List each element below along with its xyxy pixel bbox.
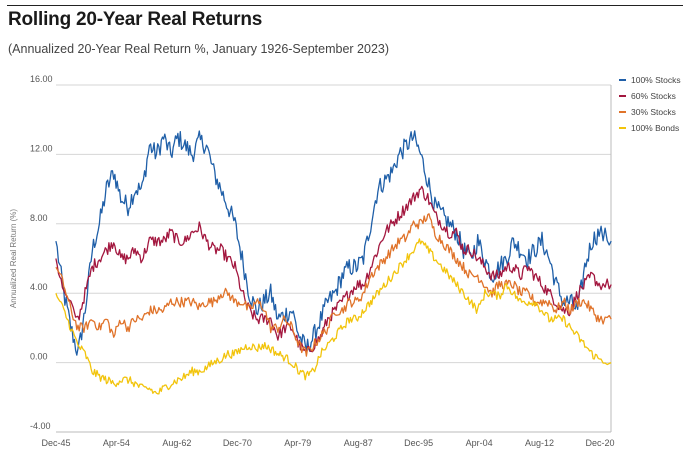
y-tick-label: 16.00	[30, 74, 53, 84]
title-rule	[7, 5, 683, 6]
legend-label: 60% Stocks	[631, 91, 676, 101]
x-tick-label: Dec-20	[585, 438, 614, 448]
legend-label: 30% Stocks	[631, 107, 676, 117]
series-line-30-stocks	[55, 213, 612, 357]
series-line-100-bonds	[55, 238, 612, 395]
y-tick-label: 8.00	[30, 213, 48, 223]
x-tick-label: Dec-70	[223, 438, 252, 448]
y-axis-title: Annualized Real Return (%)	[9, 209, 18, 308]
y-tick-label: -4.00	[30, 421, 51, 431]
x-tick-label: Dec-95	[404, 438, 433, 448]
legend-label: 100% Bonds	[631, 123, 679, 133]
x-tick-label: Apr-79	[284, 438, 311, 448]
series-line-100-stocks	[55, 130, 612, 356]
x-tick-label: Dec-45	[41, 438, 70, 448]
y-tick-label: 0.00	[30, 352, 48, 362]
y-tick-label: 4.00	[30, 282, 48, 292]
x-tick-label: Aug-62	[162, 438, 191, 448]
series-line-60-stocks	[55, 185, 612, 355]
legend-label: 100% Stocks	[631, 75, 681, 85]
x-tick-label: Aug-12	[525, 438, 554, 448]
chart-subtitle: (Annualized 20-Year Real Return %, Janua…	[8, 42, 390, 56]
x-tick-label: Aug-87	[344, 438, 373, 448]
x-tick-label: Apr-04	[466, 438, 493, 448]
x-tick-label: Apr-54	[103, 438, 130, 448]
chart-title: Rolling 20-Year Real Returns	[8, 9, 263, 30]
y-tick-label: 12.00	[30, 143, 53, 153]
